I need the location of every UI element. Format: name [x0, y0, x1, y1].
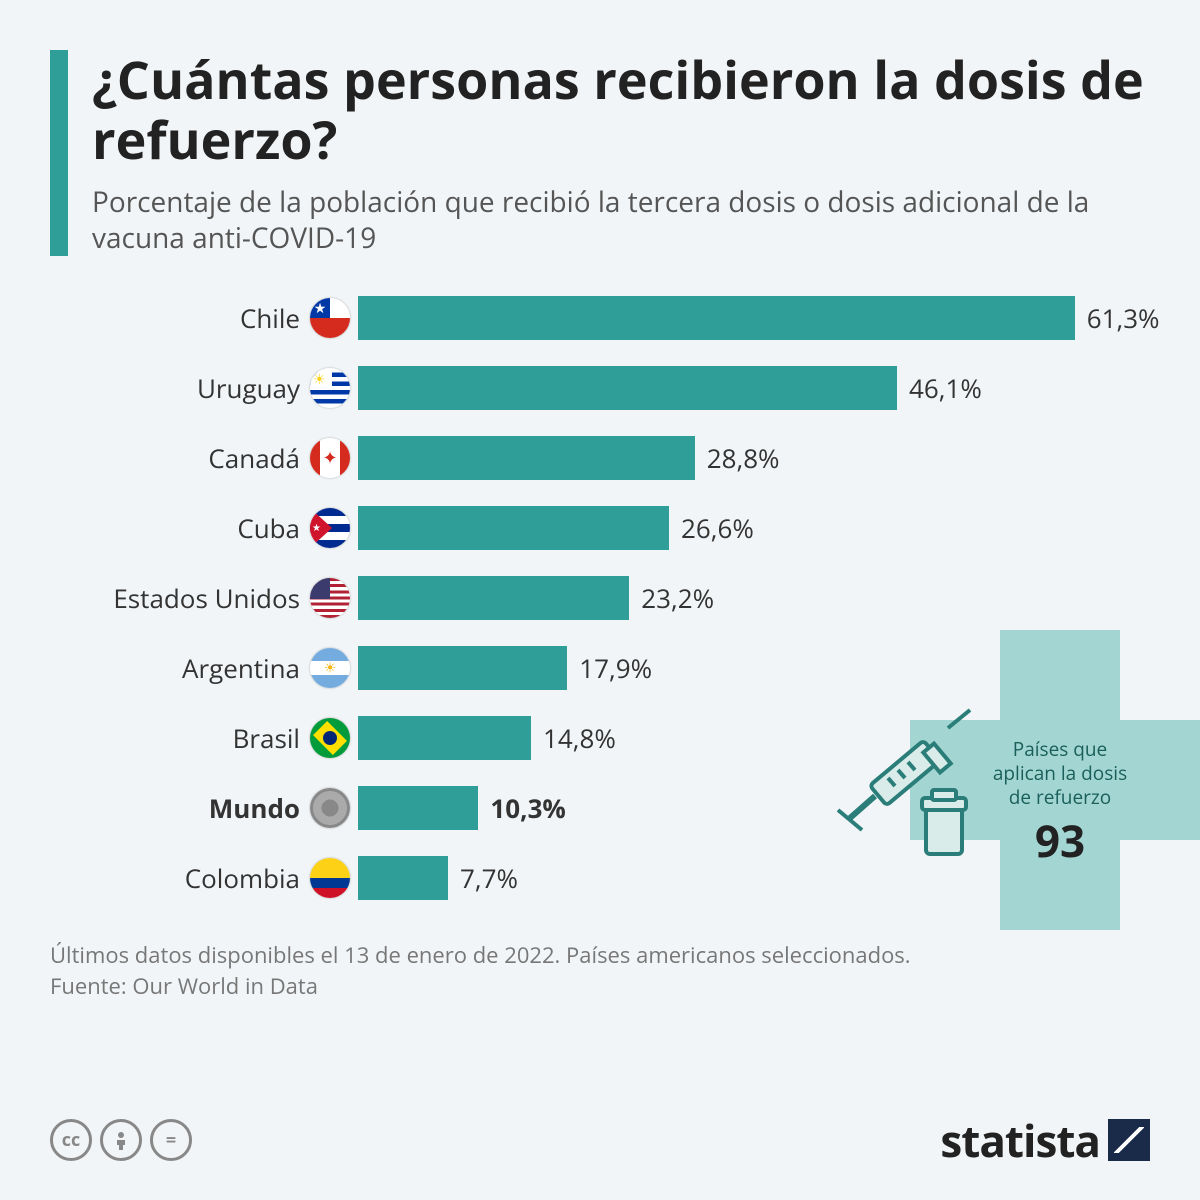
- bar: [358, 296, 1075, 340]
- bar: [358, 506, 669, 550]
- row-label: Brasil: [50, 720, 310, 756]
- bar: [358, 716, 531, 760]
- bar-value: 14,8%: [543, 720, 616, 756]
- row-label: Mundo: [50, 790, 310, 826]
- header: ¿Cuántas personas recibieron la dosis de…: [50, 50, 1150, 256]
- bar-track: 28,8%: [358, 436, 1150, 480]
- nd-icon: =: [150, 1119, 192, 1161]
- row-label: Estados Unidos: [50, 580, 310, 616]
- row-label: Colombia: [50, 860, 310, 896]
- row-label: Canadá: [50, 440, 310, 476]
- flag-icon: [310, 858, 350, 898]
- bar-track: 23,2%: [358, 576, 1150, 620]
- syringe-icon: [820, 690, 1000, 870]
- logo-mark-icon: [1108, 1119, 1150, 1161]
- bar: [358, 856, 448, 900]
- license-icons: cc =: [50, 1119, 192, 1161]
- bar: [358, 366, 897, 410]
- callout-number: 93: [990, 810, 1130, 870]
- flag-icon: [310, 578, 350, 618]
- flag-icon: [310, 298, 350, 338]
- bar-track: 26,6%: [358, 506, 1150, 550]
- bar-value: 61,3%: [1087, 300, 1160, 336]
- bar-value: 10,3%: [490, 790, 565, 826]
- chart-row: Uruguay 46,1%: [50, 356, 1150, 420]
- bar: [358, 786, 478, 830]
- flag-icon: [310, 718, 350, 758]
- cc-icon: cc: [50, 1119, 92, 1161]
- footnote: Últimos datos disponibles el 13 de enero…: [50, 940, 1150, 1002]
- footnote-line-2: Fuente: Our World in Data: [50, 971, 1150, 1002]
- chart-title: ¿Cuántas personas recibieron la dosis de…: [92, 50, 1150, 170]
- bar: [358, 436, 695, 480]
- footer-bar: cc = statista: [50, 1110, 1150, 1170]
- accent-bar: [50, 50, 68, 256]
- callout-box: Países que aplican la dosis de refuerzo …: [840, 630, 1160, 930]
- flag-icon: [310, 648, 350, 688]
- bar-value: 26,6%: [681, 510, 754, 546]
- bar-track: 61,3%: [358, 296, 1160, 340]
- bar: [358, 646, 567, 690]
- bar-value: 46,1%: [909, 370, 982, 406]
- row-label: Uruguay: [50, 370, 310, 406]
- callout-text: Países que aplican la dosis de refuerzo: [990, 738, 1130, 809]
- statista-logo: statista: [940, 1110, 1150, 1170]
- flag-icon: [310, 508, 350, 548]
- bar-track: 46,1%: [358, 366, 1150, 410]
- row-label: Argentina: [50, 650, 310, 686]
- bar: [358, 576, 629, 620]
- row-label: Cuba: [50, 510, 310, 546]
- bar-value: 7,7%: [460, 860, 518, 896]
- flag-icon: [310, 368, 350, 408]
- footnote-line-1: Últimos datos disponibles el 13 de enero…: [50, 940, 1150, 971]
- bar-value: 17,9%: [579, 650, 652, 686]
- row-label: Chile: [50, 300, 310, 336]
- chart-row: Estados Unidos 23,2%: [50, 566, 1150, 630]
- chart-subtitle: Porcentaje de la población que recibió l…: [92, 184, 1150, 257]
- chart-row: Chile61,3%: [50, 286, 1150, 350]
- bar-value: 28,8%: [707, 440, 780, 476]
- logo-text: statista: [940, 1110, 1100, 1170]
- flag-icon: [310, 438, 350, 478]
- chart-row: Cuba 26,6%: [50, 496, 1150, 560]
- flag-icon: [310, 788, 350, 828]
- chart-row: Canadá 28,8%: [50, 426, 1150, 490]
- by-icon: [100, 1119, 142, 1161]
- bar-value: 23,2%: [641, 580, 714, 616]
